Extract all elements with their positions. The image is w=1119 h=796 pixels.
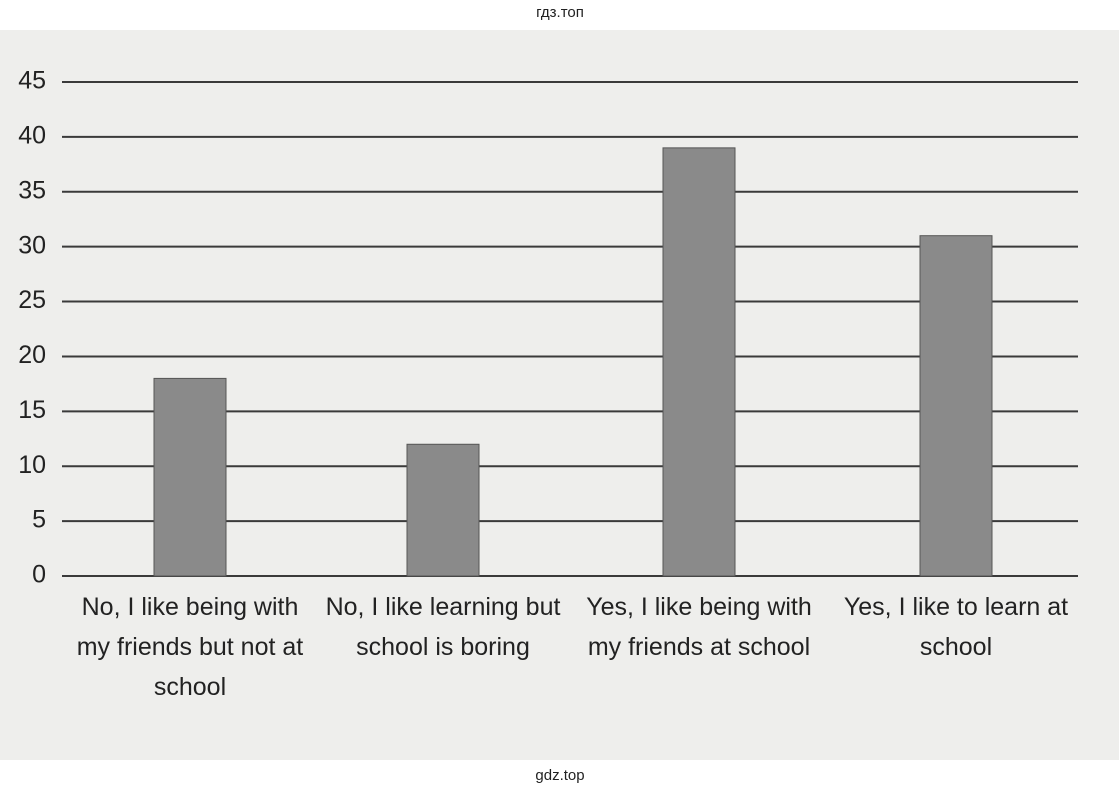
y-tick-label: 30 bbox=[18, 231, 46, 259]
y-tick-label: 35 bbox=[18, 176, 46, 204]
watermark-bottom: gdz.top bbox=[535, 767, 584, 784]
bar bbox=[919, 235, 993, 577]
bar bbox=[662, 147, 736, 577]
y-tick-label: 0 bbox=[32, 561, 46, 589]
watermark-top: гдз.топ bbox=[536, 4, 584, 21]
y-tick-label: 25 bbox=[18, 286, 46, 314]
y-tick-label: 20 bbox=[18, 341, 46, 369]
x-tick-label: No, I like learning but school is boring bbox=[325, 593, 561, 661]
y-tick-label: 40 bbox=[18, 121, 46, 149]
x-tick-label: Yes, I like being with my friends at sch… bbox=[586, 593, 812, 661]
bar bbox=[153, 377, 227, 577]
y-tick-label: 5 bbox=[32, 506, 46, 534]
x-tick-label: No, I like being with my friends but not… bbox=[76, 593, 304, 701]
x-tick-label: Yes, I like to learn at school bbox=[843, 593, 1069, 661]
y-tick-label: 45 bbox=[18, 67, 46, 95]
bar bbox=[406, 443, 480, 577]
y-tick-label: 10 bbox=[18, 451, 46, 479]
y-tick-label: 15 bbox=[18, 396, 46, 424]
